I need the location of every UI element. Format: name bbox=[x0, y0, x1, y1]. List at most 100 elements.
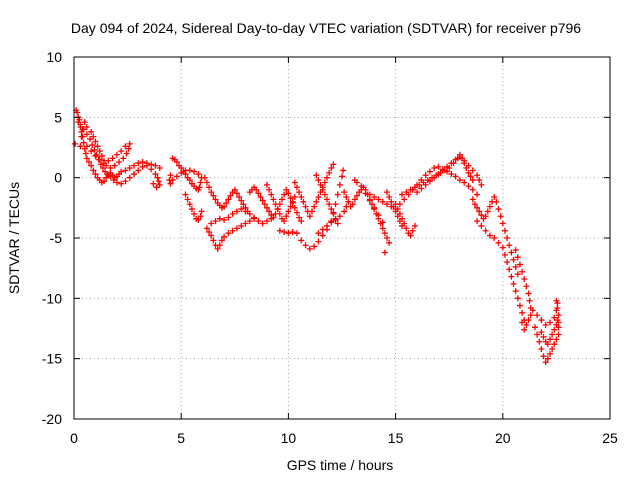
data-point bbox=[298, 193, 305, 200]
data-point bbox=[97, 161, 104, 168]
data-point bbox=[328, 165, 335, 172]
data-point bbox=[542, 359, 549, 366]
data-point bbox=[354, 192, 361, 199]
x-tick-label: 25 bbox=[602, 430, 618, 446]
data-point bbox=[375, 212, 382, 219]
data-point bbox=[210, 192, 217, 199]
data-point bbox=[469, 167, 476, 174]
data-point bbox=[501, 227, 508, 234]
data-point bbox=[272, 201, 279, 208]
data-point bbox=[358, 183, 365, 190]
data-point bbox=[118, 148, 125, 155]
data-point bbox=[510, 256, 517, 263]
data-point bbox=[516, 261, 523, 268]
data-point bbox=[281, 228, 288, 235]
data-point bbox=[343, 193, 350, 200]
data-point bbox=[197, 179, 204, 186]
data-point bbox=[291, 193, 298, 200]
data-point bbox=[96, 156, 103, 163]
y-tick-label: 10 bbox=[46, 49, 62, 65]
data-point bbox=[306, 245, 313, 252]
data-point bbox=[396, 201, 403, 208]
data-point bbox=[328, 218, 335, 225]
data-point bbox=[439, 167, 446, 174]
data-point bbox=[461, 179, 468, 186]
data-point bbox=[196, 184, 203, 191]
data-point bbox=[456, 154, 463, 161]
data-point bbox=[201, 174, 208, 181]
data-point bbox=[236, 193, 243, 200]
data-point bbox=[540, 353, 547, 360]
data-point bbox=[386, 193, 393, 200]
data-point bbox=[244, 208, 251, 215]
data-point bbox=[317, 181, 324, 188]
data-point bbox=[491, 193, 498, 200]
data-point bbox=[399, 222, 406, 229]
data-point bbox=[523, 321, 530, 328]
data-point bbox=[381, 230, 388, 237]
data-point bbox=[126, 165, 133, 172]
data-point bbox=[396, 218, 403, 225]
data-point bbox=[506, 266, 513, 273]
data-point bbox=[154, 174, 161, 181]
data-point bbox=[191, 168, 198, 175]
data-point bbox=[263, 181, 270, 188]
data-point bbox=[456, 177, 463, 184]
data-point bbox=[495, 239, 502, 246]
data-point bbox=[90, 167, 97, 174]
data-point bbox=[216, 242, 223, 249]
data-point bbox=[366, 191, 373, 198]
data-point bbox=[474, 204, 481, 211]
data-point bbox=[99, 165, 106, 172]
data-point bbox=[551, 314, 558, 321]
data-point bbox=[512, 247, 519, 254]
data-point bbox=[81, 119, 88, 126]
data-point bbox=[109, 155, 116, 162]
data-point bbox=[110, 177, 117, 184]
data-point bbox=[553, 297, 560, 304]
y-tick-label: 5 bbox=[54, 109, 62, 125]
data-point bbox=[120, 155, 127, 162]
data-point bbox=[409, 227, 416, 234]
data-point bbox=[255, 190, 262, 197]
data-point bbox=[339, 173, 345, 180]
data-point bbox=[484, 208, 491, 215]
data-point bbox=[91, 146, 98, 153]
data-point bbox=[375, 196, 382, 203]
data-point bbox=[418, 185, 425, 192]
data-point bbox=[246, 218, 253, 225]
data-point bbox=[403, 225, 410, 232]
data-point bbox=[319, 232, 326, 239]
data-point bbox=[287, 195, 294, 202]
data-point bbox=[452, 173, 459, 180]
data-point bbox=[474, 218, 481, 225]
x-tick-label: 0 bbox=[70, 430, 78, 446]
data-point bbox=[283, 186, 290, 193]
data-point bbox=[399, 191, 406, 198]
data-point bbox=[336, 181, 343, 188]
data-point bbox=[311, 243, 318, 250]
data-point bbox=[298, 237, 305, 244]
data-point bbox=[416, 181, 423, 188]
data-point bbox=[514, 271, 521, 278]
data-point bbox=[465, 183, 472, 190]
data-point bbox=[216, 215, 223, 222]
data-point bbox=[259, 220, 266, 227]
data-point bbox=[302, 242, 309, 249]
data-point bbox=[482, 213, 489, 220]
data-point bbox=[259, 197, 266, 204]
data-point bbox=[80, 139, 87, 146]
data-point bbox=[266, 208, 273, 215]
data-point bbox=[330, 161, 337, 168]
data-point bbox=[78, 133, 85, 140]
data-point bbox=[486, 232, 493, 239]
data-point bbox=[101, 178, 108, 185]
data-point bbox=[516, 302, 523, 309]
data-point bbox=[411, 222, 418, 229]
data-point bbox=[323, 174, 330, 181]
data-point bbox=[512, 288, 519, 295]
data-point bbox=[173, 158, 180, 165]
data-point bbox=[525, 290, 532, 297]
data-point bbox=[326, 169, 333, 176]
data-point bbox=[92, 138, 99, 145]
